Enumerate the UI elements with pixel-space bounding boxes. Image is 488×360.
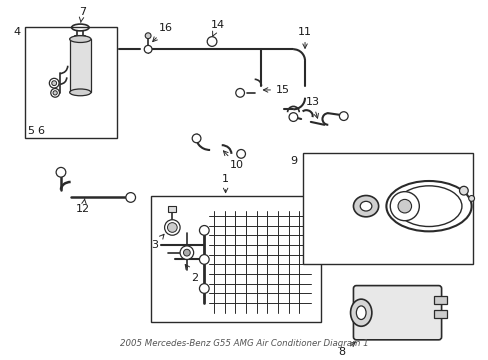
Text: 9: 9 bbox=[289, 156, 296, 166]
Circle shape bbox=[339, 112, 347, 121]
Ellipse shape bbox=[389, 192, 419, 221]
Circle shape bbox=[56, 167, 66, 177]
Text: 2005 Mercedes-Benz G55 AMG Air Conditioner Diagram 1: 2005 Mercedes-Benz G55 AMG Air Condition… bbox=[120, 338, 367, 347]
Text: 7: 7 bbox=[79, 7, 86, 23]
Text: 10: 10 bbox=[223, 151, 244, 171]
Text: 16: 16 bbox=[152, 23, 172, 42]
Circle shape bbox=[125, 193, 135, 202]
Text: 1: 1 bbox=[222, 174, 229, 193]
Circle shape bbox=[199, 226, 209, 235]
Text: 6: 6 bbox=[37, 126, 44, 136]
Ellipse shape bbox=[360, 201, 371, 211]
Ellipse shape bbox=[350, 299, 371, 326]
Circle shape bbox=[288, 113, 297, 121]
Circle shape bbox=[199, 284, 209, 293]
Circle shape bbox=[51, 89, 60, 97]
Text: 13: 13 bbox=[305, 96, 319, 118]
FancyBboxPatch shape bbox=[353, 285, 441, 340]
Circle shape bbox=[183, 249, 190, 256]
Bar bbox=[168, 206, 176, 212]
Text: 8: 8 bbox=[338, 342, 354, 357]
Ellipse shape bbox=[69, 89, 91, 96]
Circle shape bbox=[459, 186, 468, 195]
Ellipse shape bbox=[353, 195, 378, 217]
Text: 3: 3 bbox=[151, 234, 163, 250]
Ellipse shape bbox=[69, 36, 91, 42]
Circle shape bbox=[49, 78, 59, 88]
Circle shape bbox=[192, 134, 201, 143]
Text: 4: 4 bbox=[14, 27, 21, 37]
Circle shape bbox=[167, 222, 177, 232]
Text: 2: 2 bbox=[185, 265, 198, 283]
Bar bbox=[303, 153, 471, 264]
Ellipse shape bbox=[397, 199, 411, 213]
Circle shape bbox=[468, 195, 473, 201]
Text: 12: 12 bbox=[76, 198, 90, 214]
Circle shape bbox=[144, 45, 152, 53]
Bar bbox=[69, 39, 91, 93]
Circle shape bbox=[53, 91, 57, 95]
Ellipse shape bbox=[356, 306, 366, 319]
Circle shape bbox=[207, 37, 217, 46]
Bar bbox=[151, 197, 320, 323]
Circle shape bbox=[235, 89, 244, 97]
Circle shape bbox=[180, 246, 193, 260]
Text: 5: 5 bbox=[27, 126, 34, 136]
Bar bbox=[25, 27, 117, 138]
Text: 11: 11 bbox=[297, 27, 311, 48]
Circle shape bbox=[145, 33, 151, 39]
Circle shape bbox=[199, 255, 209, 264]
Text: 14: 14 bbox=[210, 20, 224, 36]
Bar bbox=[433, 296, 447, 304]
Circle shape bbox=[236, 149, 245, 158]
Circle shape bbox=[164, 220, 180, 235]
Bar bbox=[433, 310, 447, 318]
Circle shape bbox=[52, 81, 57, 86]
Text: 15: 15 bbox=[263, 85, 289, 95]
